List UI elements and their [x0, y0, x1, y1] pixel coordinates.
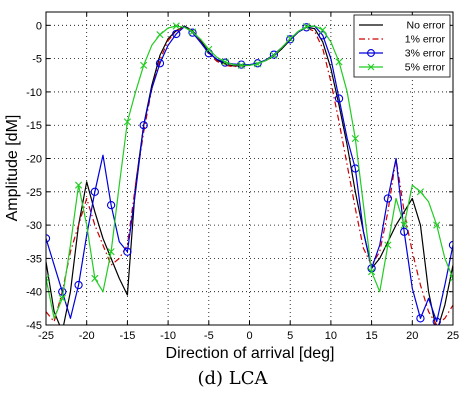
data-point-3pct-error [334, 94, 344, 103]
data-point-5pct-error [351, 134, 359, 143]
legend-entry-3pct-error: 3% error [359, 48, 445, 60]
x-tick-label: 5 [287, 330, 293, 342]
data-point-3pct-error [172, 29, 181, 39]
data-point-5pct-error [237, 61, 245, 69]
y-tick-label: -5 [32, 54, 42, 66]
data-point-5pct-error [449, 274, 453, 282]
x-axis-label: Direction of arrival [deg] [166, 345, 335, 362]
data-point-5pct-error [188, 28, 197, 36]
data-point-5pct-error [254, 60, 262, 68]
legend-label-no-error: No error [406, 20, 445, 32]
legend-label-5pct-error: 5% error [405, 62, 446, 74]
x-tick-label: 20 [406, 330, 418, 342]
data-point-5pct-error [270, 51, 278, 59]
data-point-3pct-error [155, 59, 165, 68]
data-point-5pct-error [335, 58, 343, 66]
data-point-5pct-error [205, 45, 213, 53]
data-point-5pct-error [384, 241, 392, 249]
data-point-3pct-error [253, 59, 262, 68]
data-point-3pct-error [269, 50, 279, 59]
data-point-3pct-error [123, 247, 132, 256]
legend-marker-3pct-error [367, 49, 375, 57]
data-point-5pct-error [74, 181, 83, 189]
series-5pct-error [46, 22, 453, 319]
y-tick-label: -30 [26, 220, 42, 232]
data-point-3pct-error [383, 194, 393, 203]
y-tick-label: 0 [36, 20, 42, 32]
data-point-3pct-error [90, 187, 99, 196]
series-3pct-error [46, 23, 453, 325]
y-axis-label: Amplitude [dM] [4, 115, 21, 222]
data-point-5pct-error [140, 61, 148, 69]
y-tick-label: -15 [26, 120, 42, 132]
data-point-5pct-error [319, 26, 327, 34]
figure-caption: (d) LCA [197, 368, 268, 389]
data-point-5pct-error [91, 274, 99, 282]
data-point-5pct-error [400, 221, 408, 229]
legend: No error 1% error 3% error 5% error [353, 14, 451, 78]
x-tick-label: 0 [246, 330, 252, 342]
data-point-3pct-error [286, 35, 295, 44]
y-tick-label: -35 [26, 253, 42, 265]
y-tick-label: -20 [26, 154, 42, 166]
chart-figure: -25 -20 -15 -10 -5 0 5 10 15 20 25 0-5-10-15-20-25… [4, 11, 459, 362]
data-point-3pct-error [106, 200, 116, 210]
data-point-5pct-error [221, 58, 229, 66]
data-point-5pct-error [302, 23, 311, 31]
y-tick-label: -40 [26, 287, 42, 299]
series-line-5pct-error [46, 25, 453, 319]
y-tick-label: -25 [26, 187, 42, 199]
data-point-3pct-error [302, 23, 311, 32]
x-tick-label: 10 [325, 330, 337, 342]
x-tick-label: -20 [79, 330, 95, 342]
x-tick-label: -5 [204, 330, 214, 342]
y-tick-label: -10 [26, 87, 42, 99]
legend-entry-5pct-error: 5% error [359, 62, 445, 74]
data-point-5pct-error [286, 35, 294, 43]
x-tick-label: 15 [365, 330, 377, 342]
y-tick-labels: 0 -5 -10 -15 -20 -25 -30 -35 -40 -45 [26, 20, 42, 332]
data-point-5pct-error [46, 274, 50, 282]
data-point-3pct-error [432, 317, 441, 325]
data-point-5pct-error [156, 31, 164, 39]
y-tick-label: -45 [26, 320, 42, 332]
legend-marker-5pct-error [367, 63, 375, 71]
legend-label-1pct-error: 1% error [405, 34, 446, 46]
data-point-5pct-error [433, 221, 441, 229]
data-point-5pct-error [58, 294, 66, 302]
x-tick-label: -25 [38, 330, 54, 342]
legend-label-3pct-error: 3% error [405, 48, 446, 60]
x-tick-label: 25 [447, 330, 459, 342]
data-point-5pct-error [107, 248, 115, 256]
data-point-3pct-error [400, 227, 409, 236]
x-tick-label: -15 [119, 330, 135, 342]
series-line-3pct-error [46, 25, 453, 323]
series-layer [46, 22, 453, 325]
x-tick-labels: -25 -20 -15 -10 -5 0 5 10 15 20 25 [38, 330, 459, 342]
data-point-5pct-error [123, 118, 131, 126]
data-point-5pct-error [172, 22, 180, 30]
x-tick-label: -10 [160, 330, 176, 342]
data-point-3pct-error [416, 314, 425, 323]
data-point-3pct-error [139, 121, 148, 130]
data-point-5pct-error [368, 268, 376, 276]
legend-entry-no-error: No error [359, 20, 445, 32]
data-point-3pct-error [74, 280, 83, 290]
data-point-3pct-error [188, 28, 197, 37]
data-point-5pct-error [416, 188, 425, 196]
legend-entry-1pct-error: 1% error [359, 34, 445, 46]
